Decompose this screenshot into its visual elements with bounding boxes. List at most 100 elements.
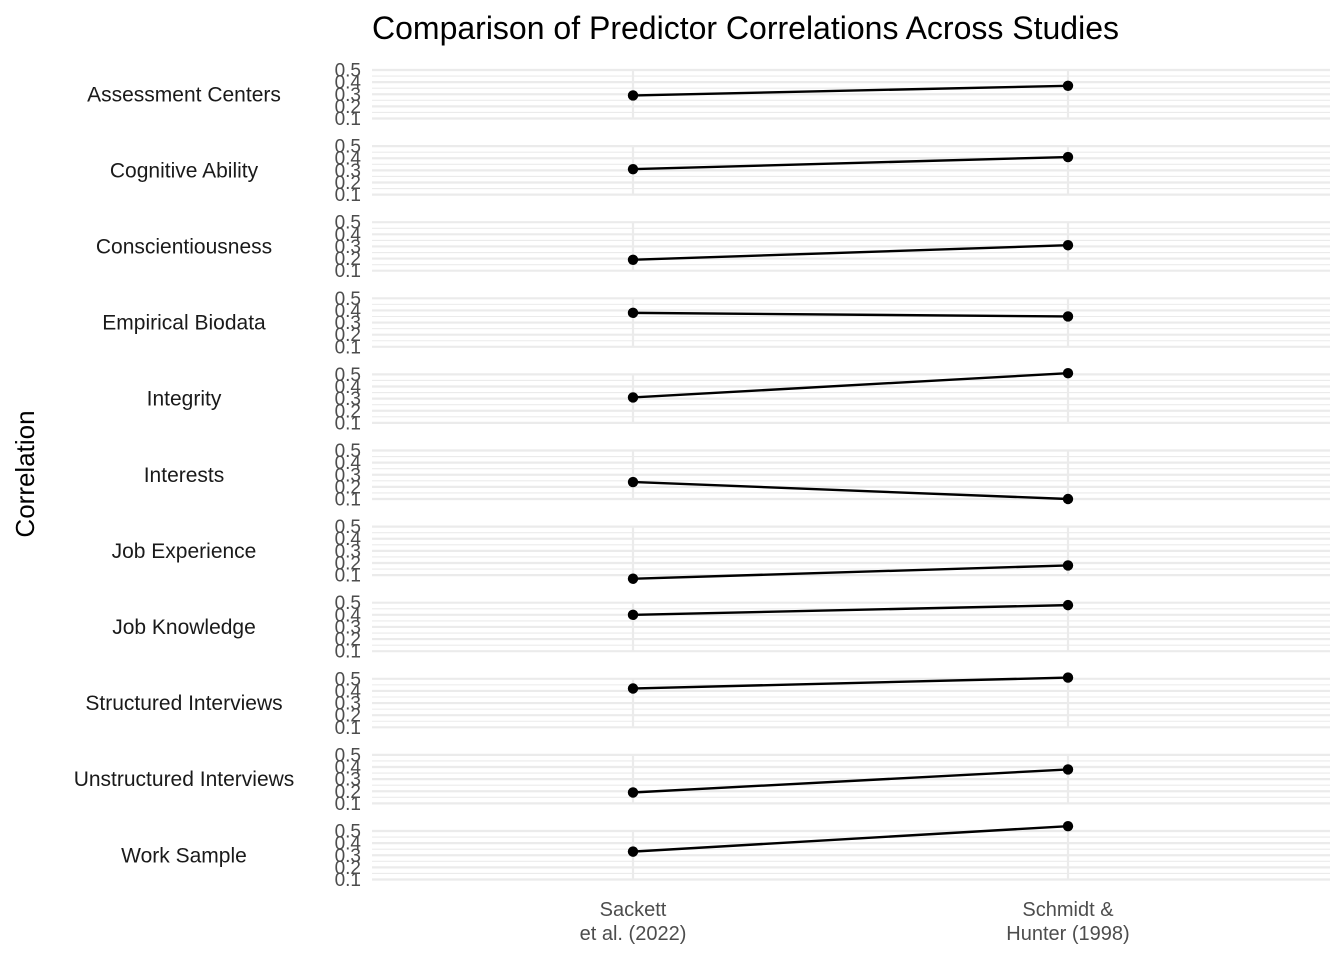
data-point — [627, 476, 639, 488]
y-tick-label: 0.4 — [335, 149, 362, 170]
facet-panel: 0.10.20.30.40.5 Empirical Biodata — [102, 289, 1330, 358]
data-point — [1062, 560, 1074, 571]
y-tick-label: 0.4 — [335, 73, 362, 94]
data-point — [1062, 311, 1074, 322]
data-point — [627, 163, 639, 175]
y-tick-label: 0.2 — [335, 858, 361, 879]
facet-label: Job Experience — [112, 540, 257, 563]
y-tick-label: 0.5 — [335, 822, 361, 843]
data-point — [1062, 240, 1074, 251]
facet-panel: 0.10.20.30.40.5 Interests — [144, 441, 1330, 511]
y-tick-label: 0.4 — [335, 834, 362, 855]
data-point — [627, 392, 639, 403]
y-tick-label: 0.3 — [335, 313, 361, 334]
y-tick-label: 0.3 — [335, 85, 361, 106]
data-point — [627, 254, 639, 265]
y-tick-label: 0.2 — [335, 706, 361, 727]
series-line — [632, 768, 1069, 794]
facet-panel: 0.10.20.30.40.5 Integrity — [147, 365, 1330, 434]
data-point — [627, 787, 639, 798]
series-line — [632, 480, 1069, 501]
facet-panel: 0.10.20.30.40.5 Unstructured Interviews — [74, 745, 1330, 815]
series-line — [632, 824, 1069, 853]
y-tick-label: 0.2 — [335, 782, 361, 803]
data-point — [1062, 151, 1074, 163]
facet-label: Assessment Centers — [87, 83, 281, 106]
y-tick-label: 0.2 — [335, 401, 361, 422]
facet-label: Work Sample — [121, 844, 247, 867]
x-tick-label: Sackett et al. (2022) — [580, 899, 687, 945]
data-point — [1062, 367, 1074, 379]
y-tick-label: 0.5 — [335, 517, 361, 538]
y-tick-label: 0.3 — [335, 161, 361, 182]
data-point — [627, 683, 639, 694]
y-tick-label: 0.4 — [335, 605, 362, 626]
facet-panel: 0.10.20.30.40.5 Job Experience — [112, 517, 1330, 587]
facet-panel: 0.10.20.30.40.5 Conscientiousness — [96, 213, 1330, 282]
y-tick-label: 0.1 — [335, 642, 361, 663]
series-line — [632, 311, 1069, 318]
y-tick-label: 0.5 — [335, 593, 361, 614]
facet-label: Conscientiousness — [96, 235, 272, 258]
series-line — [632, 155, 1069, 171]
y-tick-label: 0.3 — [335, 770, 361, 791]
facet-panel: 0.10.20.30.40.5 Cognitive Ability — [110, 137, 1330, 206]
y-tick-label: 0.1 — [335, 794, 361, 815]
series-line — [632, 603, 1069, 617]
y-tick-label: 0.1 — [335, 490, 361, 511]
data-point — [1062, 493, 1074, 505]
y-tick-label: 0.5 — [335, 745, 361, 766]
y-tick-label: 0.2 — [335, 553, 361, 574]
facet-label: Empirical Biodata — [102, 312, 266, 335]
facet-label: Interests — [144, 464, 225, 487]
series-line — [632, 84, 1069, 97]
y-tick-label: 0.2 — [335, 630, 361, 651]
facet-panel: 0.10.20.30.40.5 Work Sample — [121, 820, 1330, 891]
x-tick-label: Schmidt & Hunter (1998) — [1006, 899, 1129, 945]
data-point — [627, 307, 639, 319]
series-line — [632, 564, 1069, 580]
facet-label: Unstructured Interviews — [74, 768, 295, 791]
y-tick-label: 0.4 — [335, 681, 362, 702]
y-tick-label: 0.4 — [335, 453, 362, 474]
y-tick-label: 0.4 — [335, 377, 362, 398]
y-tick-label: 0.3 — [335, 694, 361, 715]
y-tick-label: 0.1 — [335, 413, 361, 434]
y-tick-label: 0.5 — [335, 669, 361, 690]
y-tick-label: 0.2 — [335, 97, 361, 118]
y-tick-label: 0.1 — [335, 109, 361, 130]
chart-title: Comparison of Predictor Correlations Acr… — [372, 10, 1119, 46]
series-line — [632, 244, 1069, 261]
y-tick-label: 0.4 — [335, 529, 362, 550]
y-tick-label: 0.4 — [335, 225, 362, 246]
y-tick-label: 0.2 — [335, 325, 361, 346]
y-tick-label: 0.5 — [335, 213, 361, 234]
data-point — [1062, 672, 1074, 683]
y-tick-label: 0.3 — [335, 541, 361, 562]
y-tick-label: 0.3 — [335, 389, 361, 410]
x-axis-tick-labels: Sackett et al. (2022) Schmidt & Hunter (199… — [580, 899, 1130, 945]
y-tick-label: 0.3 — [335, 237, 361, 258]
y-tick-label: 0.1 — [335, 718, 361, 739]
facet-label: Integrity — [147, 388, 222, 411]
y-tick-label: 0.1 — [335, 566, 361, 587]
facet-label: Job Knowledge — [112, 616, 256, 639]
y-tick-label: 0.5 — [335, 61, 361, 82]
data-point — [1062, 80, 1074, 91]
y-tick-label: 0.5 — [335, 137, 361, 158]
y-tick-label: 0.3 — [335, 846, 361, 867]
data-point — [627, 573, 639, 584]
y-axis-title: Correlation — [10, 410, 40, 537]
y-tick-label: 0.3 — [335, 465, 361, 486]
series-line — [632, 676, 1069, 690]
facet-label: Structured Interviews — [85, 692, 282, 715]
data-point — [1062, 599, 1074, 611]
facet-panel: 0.10.20.30.40.5 Structured Interviews — [85, 669, 1330, 739]
y-tick-label: 0.4 — [335, 758, 362, 779]
y-tick-label: 0.2 — [335, 173, 361, 194]
data-point — [627, 90, 639, 101]
facet-panel: 0.10.20.30.40.5 Job Knowledge — [112, 593, 1330, 663]
y-tick-label: 0.4 — [335, 301, 362, 322]
